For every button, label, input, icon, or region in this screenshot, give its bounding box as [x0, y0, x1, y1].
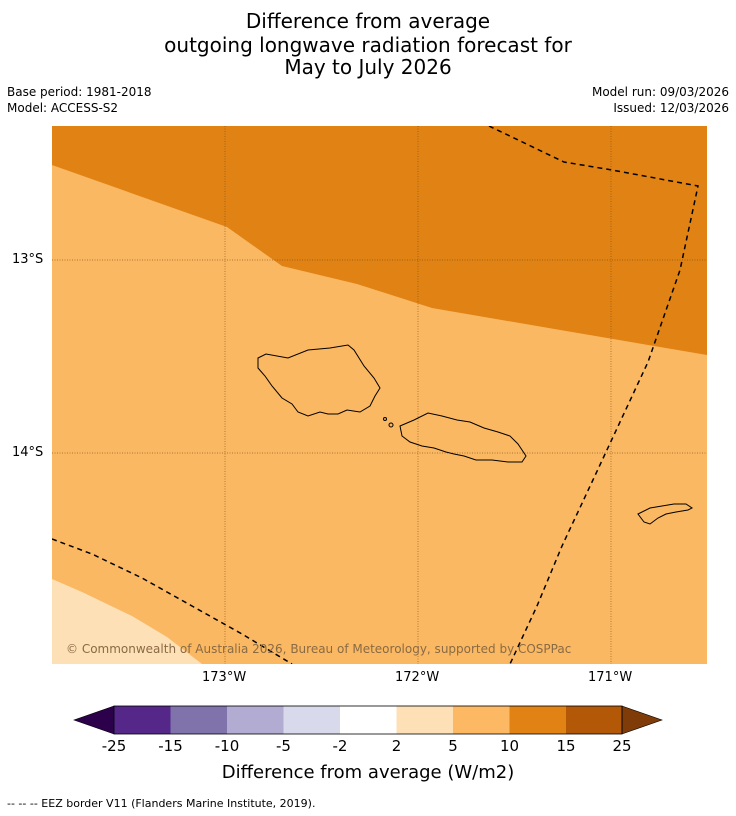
colorbar-swatch-3: [227, 706, 284, 734]
colorbar-label: 10: [499, 737, 520, 755]
colorbar-label: 15: [556, 737, 576, 755]
lat-label-14s: 14°S: [12, 445, 44, 460]
title-line-3: May to July 2026: [284, 55, 452, 79]
colorbar-label: 5: [448, 737, 458, 755]
manono-islet: [388, 422, 394, 428]
issued-date: Issued: 12/03/2026: [613, 101, 729, 115]
colorbar-label: -2: [332, 737, 348, 755]
colorbar-label: 2: [391, 737, 402, 755]
colorbar-label: -5: [276, 737, 291, 755]
anomaly-2-5-region: [52, 579, 202, 664]
eez-border-southwest: [52, 538, 293, 664]
colorbar: [73, 705, 663, 735]
base-period: Base period: 1981-2018: [7, 85, 152, 99]
tutuila-island: [637, 503, 693, 525]
colorbar-swatch-4: [283, 706, 340, 734]
colorbar-swatch-9: [566, 706, 622, 734]
colorbar-swatch-2: [170, 706, 227, 734]
colorbar-swatch-1: [114, 706, 171, 734]
colorbar-swatch-5: [340, 706, 397, 734]
colorbar-label: -10: [214, 737, 240, 755]
lon-label-171w: 171°W: [588, 670, 633, 685]
apolima-islet: [383, 417, 387, 421]
title-line-1: Difference from average: [245, 9, 491, 33]
colorbar-extend-high: [621, 705, 663, 735]
colorbar-extend-low: [73, 705, 115, 735]
anomaly-10-15-region: [52, 126, 707, 355]
colorbar-label: 25: [612, 737, 632, 755]
colorbar-swatch-8: [509, 706, 566, 734]
colorbar-label: -25: [101, 737, 127, 755]
colorbar-swatch-7: [453, 706, 510, 734]
colorbar-label: -15: [158, 737, 183, 755]
colorbar-swatch-6: [396, 706, 453, 734]
savaii-island: [257, 344, 381, 417]
colorbar-title: Difference from average (W/m2): [221, 762, 515, 783]
forecast-map: © Commonwealth of Australia 2026, Bureau…: [52, 126, 707, 664]
lon-label-172w: 172°W: [395, 670, 440, 685]
model-run: Model run: 09/03/2026: [591, 85, 729, 99]
upolu-island: [399, 412, 527, 463]
lat-label-13s: 13°S: [12, 252, 44, 267]
copyright-text: © Commonwealth of Australia 2026, Bureau…: [66, 642, 571, 656]
title-line-2: outgoing longwave radiation forecast for: [164, 33, 572, 57]
colorbar-outline: [113, 705, 623, 735]
eez-legend: -- -- -- EEZ border V11 (Flanders Marine…: [7, 797, 316, 810]
lon-label-173w: 173°W: [202, 670, 247, 685]
model-name: Model: ACCESS-S2: [7, 101, 119, 115]
